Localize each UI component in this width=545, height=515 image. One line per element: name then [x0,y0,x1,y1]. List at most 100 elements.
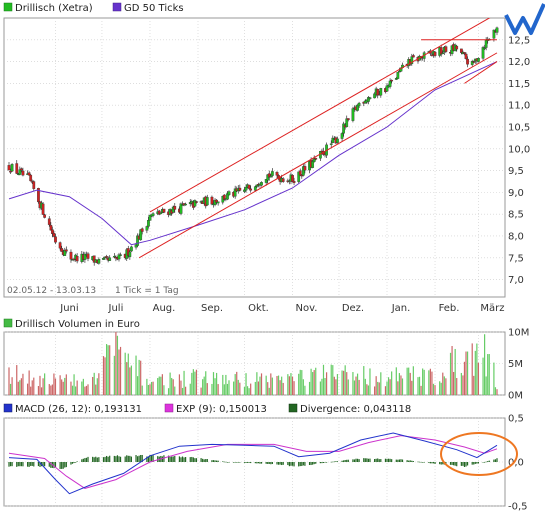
candle-body [205,197,209,206]
candle-body [43,214,47,218]
divergence-bar [140,454,142,462]
volume-bar [449,352,452,395]
price-candle [379,87,383,98]
divergence-bar [31,462,33,466]
volume-bar [85,385,88,395]
candle-body [430,54,434,56]
price-candle [270,168,274,178]
divergence-bar [466,462,469,466]
candle-body [385,85,389,92]
volume-bar [319,381,321,395]
volume-bar [366,384,368,395]
divergence-bar [353,459,356,462]
divergence-bar [310,462,312,466]
volume-bar [62,381,64,395]
price-candle [97,257,101,265]
price-y-tick-label: 12,0 [508,57,530,68]
volume-bar [245,373,247,395]
divergence-bar [453,462,455,466]
divergence-bar [17,462,19,467]
price-x-tick-label: Sep. [201,303,223,314]
divergence-bar [228,462,230,463]
volume-bar [71,385,74,395]
volume-bar [64,377,66,395]
divergence-bar [411,460,413,462]
divergence-bar [118,456,120,462]
volume-bar [243,386,246,395]
divergence-bar [30,462,32,466]
divergence-bar [432,462,435,464]
candle-body [270,171,274,176]
volume-bars [8,332,498,395]
price-candle [47,216,51,227]
price-y-tick-label: 11,5 [508,79,530,90]
volume-bar [358,379,360,395]
divergence-bar [319,462,321,464]
macd-y-tick-label: 0,5 [508,414,524,425]
divergence-bar [352,459,354,462]
divergence-bar [161,456,163,462]
volume-bar [200,387,202,395]
volume-bar [171,377,173,395]
divergence-bar [389,458,391,462]
volume-bar [268,387,270,395]
candle-body [481,47,485,59]
volume-bar [194,371,196,395]
price-candle [215,198,218,205]
volume-bar [138,359,140,395]
price-candle [222,194,226,201]
divergence-bar [248,462,250,463]
divergence-bar [418,461,421,463]
candle-body [32,181,36,189]
volume-bar [386,381,388,395]
price-x-tick-label: Jan. [391,303,411,314]
price-x-tick-label: Feb. [439,303,460,314]
divergence-bar [202,458,204,462]
price-candle [27,171,31,176]
price-candle [433,50,437,58]
volume-bar [298,373,300,395]
divergence-bar [315,462,317,464]
divergence-bar [28,462,30,467]
candle-body [379,88,383,96]
volume-bar [408,367,410,395]
divergence-bar [456,462,458,467]
volume-bar [42,378,44,395]
volume-bar [135,355,137,395]
candle-body [340,133,344,139]
divergence-bar [185,457,187,462]
divergence-bar [167,455,170,462]
price-y-tick-label: 9,5 [508,166,524,177]
volume-bar [160,376,162,395]
price-candle [411,53,415,58]
candle-body [329,143,333,145]
divergence-bar [335,461,337,462]
volume-bar [75,386,77,395]
divergence-bar [169,456,171,462]
candle-body [357,102,361,107]
divergence-bar [281,462,283,466]
divergence-bar [92,456,94,462]
volume-bar [428,370,430,395]
volume-bar [432,383,435,395]
price-candle [147,216,150,229]
volume-bar [181,387,184,395]
divergence-bar [130,456,132,462]
divergence-bar [113,455,115,462]
volume-bar [215,372,218,395]
volume-bar [406,367,408,395]
candle-body [244,187,248,191]
candle-body [29,174,33,182]
price-candle [260,181,263,187]
volume-bar [312,372,314,395]
price-candle [233,185,237,199]
volume-bar [61,379,63,395]
volume-bar [191,372,193,395]
volume-bar [158,376,160,395]
date-range-label: 02.05.12 - 13.03.13 [7,286,96,296]
price-y-axis: 12,5 12,0 11,5 11,0 10,5 10,0 9,5 9,0 8,5 8,0 7,5 7… [508,35,530,286]
volume-bar [391,371,393,395]
divergence-bar [104,456,106,462]
divergence-bar [440,462,442,465]
divergence-bar [217,460,219,462]
